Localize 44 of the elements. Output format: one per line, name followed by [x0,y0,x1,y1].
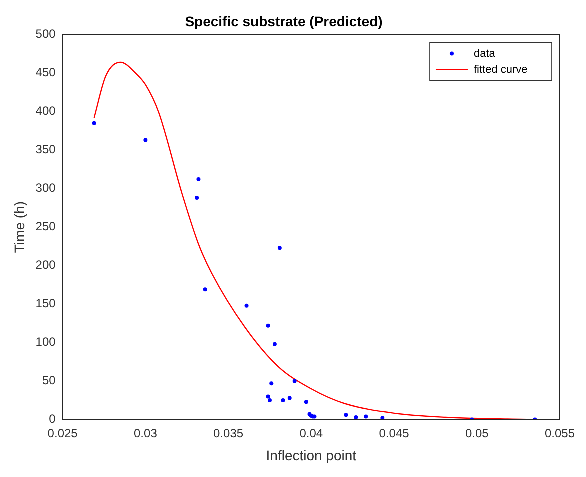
x-tick-label: 0.055 [544,426,576,440]
y-tick-label: 500 [36,27,56,42]
point [270,382,274,386]
line-series [94,62,536,420]
legend-label: fitted curve [474,64,528,76]
y-tick-label: 200 [36,258,56,272]
y-tick-label: 50 [42,374,56,388]
point [266,394,270,399]
y-tick-label: 150 [36,296,56,311]
point [195,196,200,200]
point [203,288,208,292]
x-tick-label: 0.03 [134,426,158,440]
point [278,246,282,250]
point [344,413,348,418]
y-tick-label: 450 [36,66,56,80]
point [281,398,286,403]
point [304,400,308,404]
y-tick-label: 350 [36,142,56,157]
chart-title: Specific substrate (Predicted) [185,13,383,30]
x-tick-label: 0.05 [465,426,490,440]
y-tick-label: 400 [36,104,56,118]
point [144,138,148,142]
point [292,379,297,384]
x-tick-label: 0.04 [300,426,324,440]
point [354,415,358,420]
y-axis-title: Time (h) [11,202,28,254]
x-axis-title: Inflection point [266,447,357,464]
point [288,396,292,400]
point [266,324,270,328]
point [272,342,277,346]
point [244,304,249,308]
x-tick-label: 0.045 [379,426,410,440]
y-tick-label: 250 [36,220,56,234]
y-tick-label: 100 [36,335,56,350]
point [268,398,272,403]
point [92,121,96,126]
point [380,416,385,420]
y-tick-label: 0 [49,412,56,426]
point [364,414,368,419]
point [196,178,201,182]
x-tick-label: 0.035 [214,426,244,440]
legend-label: data [474,48,496,60]
x-tick-label: 0.025 [48,426,78,440]
y-tick-label: 300 [36,181,56,196]
